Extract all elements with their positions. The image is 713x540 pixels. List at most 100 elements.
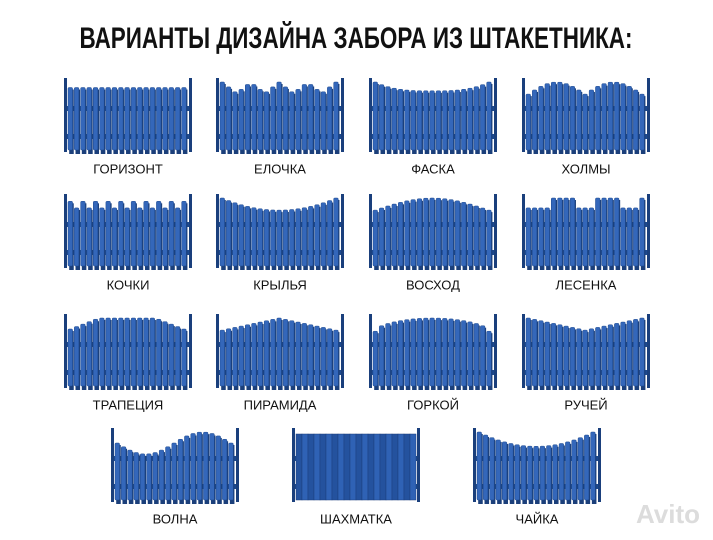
picket [181,201,187,267]
fence-label: ЧАЙКА [516,511,559,526]
picket [152,452,158,501]
picket [404,200,410,267]
picket [74,326,80,387]
picket [398,202,404,267]
picket [156,87,162,151]
fence [522,194,650,270]
picket [403,433,411,501]
picket [435,90,441,151]
picket [276,81,282,151]
picket [251,84,257,151]
picket [588,328,594,387]
picket [289,91,295,151]
picket [215,435,221,501]
picket [263,91,270,151]
picket [626,86,632,151]
picket [93,87,99,151]
picket [238,89,244,151]
picket [276,317,282,387]
picket [308,206,314,267]
picket [601,325,607,387]
fence-post [647,314,650,388]
picket [416,198,423,267]
picket [551,81,557,151]
picket [308,324,314,387]
picket [620,83,626,151]
picket [442,90,448,151]
picket [245,84,251,151]
picket [203,431,209,501]
picket [270,86,276,151]
picket [349,433,357,501]
picket [263,209,270,267]
picket [314,325,320,387]
picket [80,323,86,387]
picket [448,90,454,151]
picket [633,207,639,267]
picket [372,81,378,151]
fence-post [494,78,497,152]
picket [93,318,99,387]
picket [86,87,92,151]
picket [379,207,385,267]
fence-post [369,314,372,388]
fence-post [189,78,192,152]
fence [64,194,192,270]
picket [508,443,514,501]
picket [454,89,460,151]
picket [620,321,626,387]
picket [86,207,92,267]
picket [276,209,282,267]
picket [404,319,410,387]
picket [391,87,397,151]
picket [639,93,645,151]
picket [111,207,118,267]
picket [626,207,632,267]
picket [308,84,314,151]
picket [525,93,531,151]
picket [228,442,234,501]
picket [146,453,152,501]
fence [64,314,192,390]
picket [372,330,378,387]
picket [595,86,601,151]
fence-post [341,314,344,388]
picket [385,205,391,267]
fence-label: КОЧКИ [107,277,150,292]
picket [423,317,429,387]
picket [325,433,333,501]
picket [410,199,416,267]
fence-label: ВОЛНА [153,511,198,526]
picket [137,317,143,387]
picket [337,433,345,501]
picket [454,200,460,267]
picket [595,197,601,267]
picket [307,433,315,501]
picket [289,209,295,267]
picket [245,324,251,387]
picket [448,199,454,267]
picket [385,86,391,151]
picket [257,321,263,387]
picket [410,90,416,151]
picket [620,207,626,267]
picket [171,442,177,501]
picket [538,86,544,151]
fence-post [473,428,476,502]
picket [175,326,181,387]
picket [601,83,607,151]
picket [165,446,171,501]
fence [369,314,497,390]
picket [295,208,301,267]
picket [626,320,632,387]
picket [118,317,124,387]
picket [314,89,320,151]
picket [67,87,73,151]
picket [232,202,238,267]
picket [327,328,333,387]
fence-post [522,78,525,152]
fence [369,78,497,154]
picket [423,90,429,151]
picket [301,433,309,501]
picket [124,207,130,267]
